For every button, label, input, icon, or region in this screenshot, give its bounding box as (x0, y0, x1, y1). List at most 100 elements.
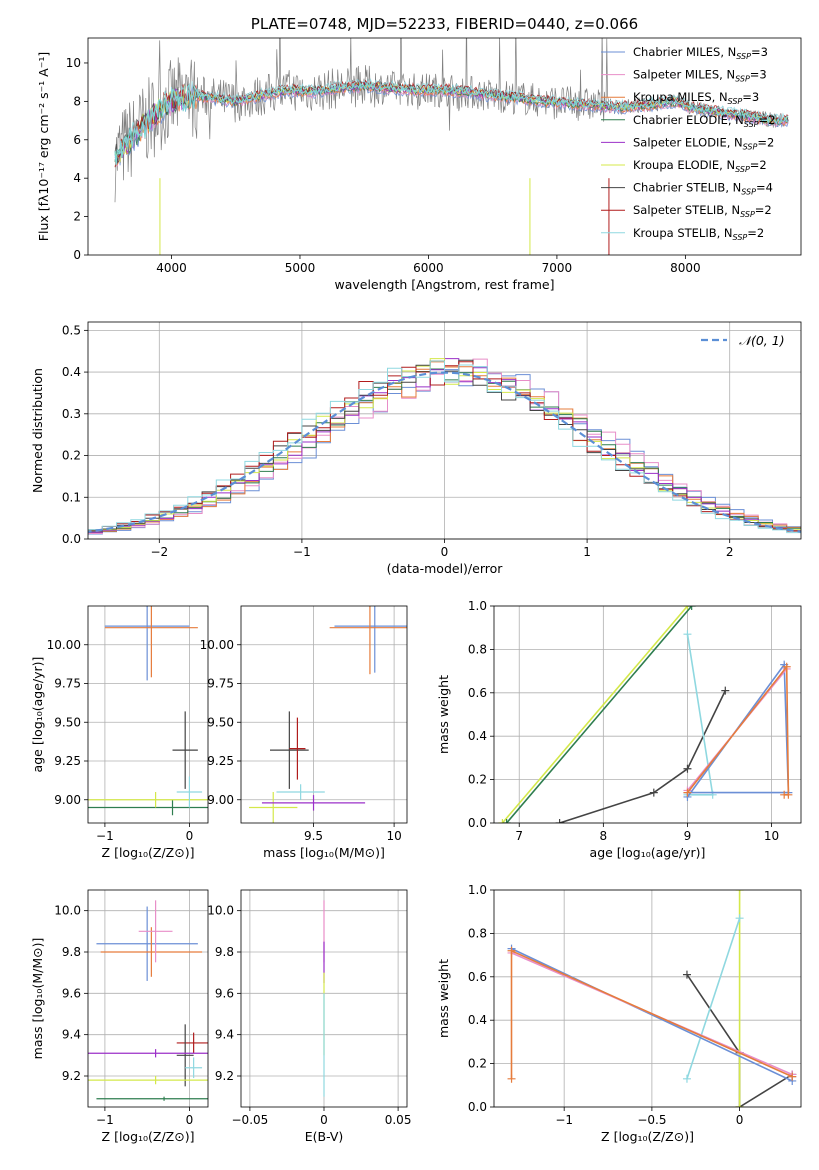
mass-weight-marker (735, 1103, 744, 1107)
mass-weight-marker (782, 662, 791, 671)
errorbar-point (261, 795, 366, 811)
y-tick-label: 10.00 (200, 638, 234, 652)
errorbar-point (249, 792, 298, 823)
y-tick-label: 9.75 (207, 677, 234, 691)
errorbar-point (138, 900, 173, 963)
y-tick-label: 0.6 (468, 686, 487, 700)
plot-area (88, 358, 801, 536)
y-axis-label: mass [log₁₀(M/M⊙)] (30, 938, 45, 1060)
x-tick-label: 0 (186, 1113, 194, 1127)
x-axis-label: mass [log₁₀(M/M⊙)] (263, 845, 385, 860)
legend-label-tail: =2 (759, 113, 776, 127)
legend-label: Kroupa MILES, NSSP=3 (633, 90, 759, 106)
mass-weight-marker (507, 946, 516, 955)
axes-frame (240, 605, 408, 824)
plot-area (249, 606, 407, 823)
legend-label-main: Chabrier STELIB, N (633, 181, 741, 195)
legend-label-sub: SSP (744, 120, 759, 129)
plot-area (88, 900, 208, 1101)
mass-weight-marker (682, 1074, 691, 1083)
model-spectrum (114, 85, 789, 168)
errorbar-point (100, 927, 203, 977)
y-tick-label: 0.8 (468, 642, 487, 656)
mass-weight-marker (735, 890, 744, 894)
y-tick-label: 0.0 (62, 532, 81, 546)
errorbar-point (176, 1024, 194, 1087)
y-tick-label: 9.25 (54, 754, 81, 768)
legend-label: Salpeter STELIB, NSSP=2 (633, 203, 772, 219)
y-tick-label: 9.2 (215, 1069, 234, 1083)
model-spectrum (114, 81, 789, 162)
y-tick-label: 4 (73, 171, 81, 185)
legend-label: 𝒩(0, 1) (739, 333, 785, 348)
legend-label-sub: SSP (735, 165, 750, 174)
x-tick-label: 10 (386, 829, 401, 843)
legend-label-tail: =2 (750, 158, 767, 172)
mass-weight-marker (683, 630, 692, 639)
x-tick-label: 0 (441, 545, 449, 559)
y-tick-label: 0.2 (62, 449, 81, 463)
legend-label-main: Kroupa MILES, N (633, 90, 728, 104)
y-tick-label: 6 (73, 133, 81, 147)
legend-label-tail: =3 (751, 45, 768, 59)
y-tick-label: 9.4 (215, 1028, 234, 1042)
x-tick-label: −0.05 (232, 1113, 269, 1127)
x-tick-label: 2 (726, 545, 734, 559)
legend-label: Chabrier MILES, NSSP=3 (633, 45, 768, 61)
grid-lines (494, 889, 801, 1108)
y-tick-label: 0.5 (62, 323, 81, 337)
axes-frame (87, 889, 209, 1108)
x-tick-label: −1 (293, 545, 311, 559)
axes-5: 7 8 9 10 0.0 0.2 0.4 0.6 0.8 1.0 age [log₁₀(age/yr… (436, 599, 802, 860)
y-tick-label: 0.8 (468, 926, 487, 940)
x-axis-label: (data-model)/error (387, 561, 504, 576)
y-axis-label: mass weight (436, 675, 451, 754)
mass-weight-marker (555, 819, 564, 823)
y-tick-label: 0.4 (62, 365, 81, 379)
y-tick-label: 0.2 (468, 1057, 487, 1071)
y-tick-label: 9.4 (62, 1028, 81, 1042)
y-tick-label: 9.6 (215, 986, 234, 1000)
legend-label-sub: SSP (735, 75, 750, 84)
x-tick-label: 0 (320, 1113, 328, 1127)
x-axis-label: age [log₁₀(age/yr)] (590, 845, 706, 860)
legend-label: Salpeter MILES, NSSP=3 (633, 68, 767, 84)
y-tick-label: 9.25 (207, 754, 234, 768)
legend-label-sub: SSP (733, 233, 748, 242)
errorbar-point (334, 606, 407, 673)
x-tick-label: −1 (96, 1113, 114, 1127)
y-tick-label: 9.75 (54, 677, 81, 691)
legend-label-tail: =2 (757, 135, 774, 149)
legend-label-tail: =2 (747, 226, 764, 240)
legend-label-main: Salpeter MILES, N (633, 68, 735, 82)
y-axis-label: Normed distribution (30, 368, 45, 493)
errorbar-point (329, 606, 407, 675)
x-tick-label: −0.5 (637, 1113, 666, 1127)
x-tick-label: 10 (764, 829, 779, 843)
legend-label: Chabrier ELODIE, NSSP=2 (633, 113, 775, 129)
legend-label-main: Salpeter ELODIE, N (633, 135, 743, 149)
mass-weight-marker (507, 1074, 516, 1083)
mass-weight-marker (498, 819, 507, 823)
x-tick-label: 7 (515, 829, 523, 843)
errorbar-point (176, 776, 203, 808)
legend-label-main: Chabrier MILES, N (633, 45, 736, 59)
legend-label: Kroupa ELODIE, NSSP=2 (633, 158, 767, 174)
errorbar-point (276, 784, 325, 800)
axes-6: −1 0 9.2 9.4 9.6 9.8 10.0 Z [log₁₀(Z/Z⊙)] mass [… (30, 889, 209, 1144)
y-tick-label: 9.2 (62, 1069, 81, 1083)
legend-label: Kroupa STELIB, NSSP=2 (633, 226, 764, 242)
y-tick-label: 1.0 (468, 883, 487, 897)
axes-1: 4000 5000 6000 7000 8000 0 2 4 6 8 10 wavelength [A… (36, 15, 802, 292)
x-tick-label: 7000 (542, 261, 573, 275)
y-tick-label: 9.8 (215, 945, 234, 959)
legend-label-sub: SSP (736, 52, 751, 61)
plot-area (88, 606, 208, 816)
y-tick-label: 1.0 (468, 599, 487, 613)
legend-label-sub: SSP (740, 210, 755, 219)
errorbar-point (104, 606, 198, 678)
legend-label: Chabrier STELIB, NSSP=4 (633, 181, 773, 197)
errorbar-point (88, 1076, 208, 1085)
